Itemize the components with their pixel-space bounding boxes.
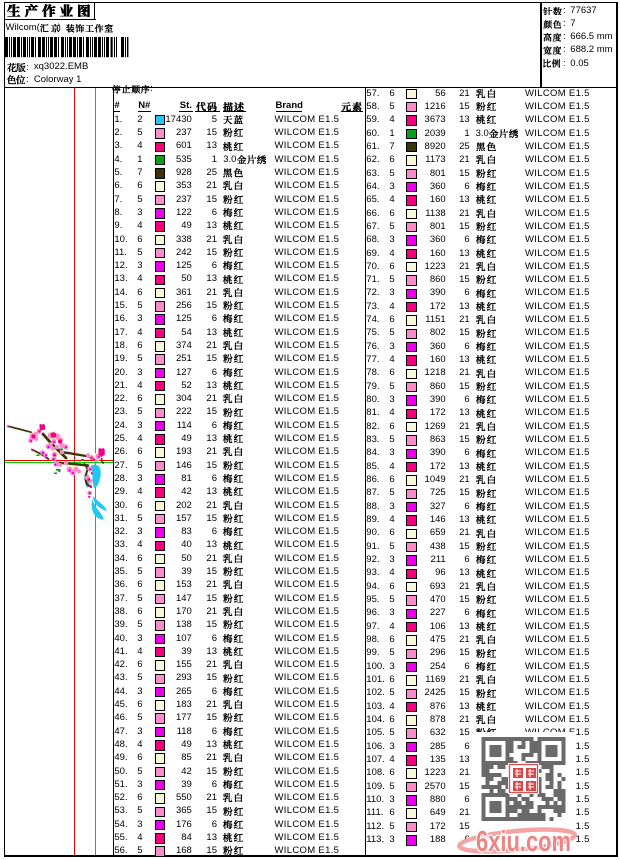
- svg-text:6xiu.com: 6xiu.com: [476, 826, 571, 858]
- svg-text:6xiu.com: 6xiu.com: [476, 826, 571, 858]
